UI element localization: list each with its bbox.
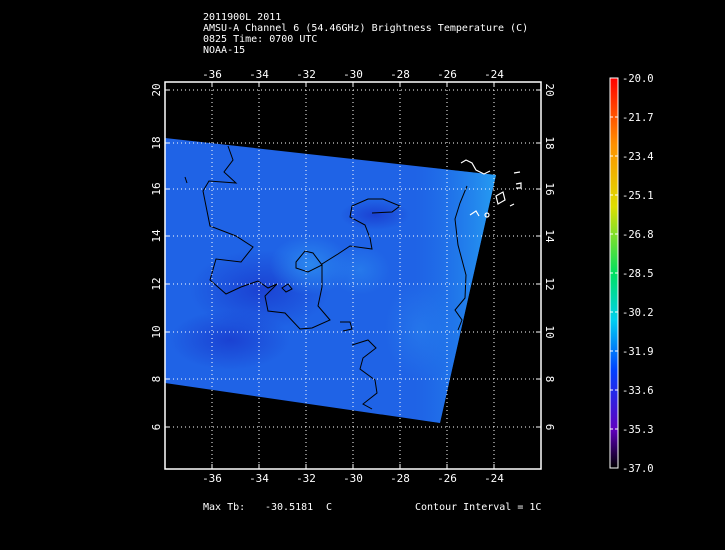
colorbar-label: -21.7	[622, 112, 654, 124]
y-tick-left: 16	[150, 182, 163, 195]
x-tick-top: -32	[296, 68, 316, 81]
x-tick-top: -26	[437, 68, 457, 81]
graticule	[165, 82, 541, 469]
colorbar-label: -20.0	[622, 73, 654, 85]
x-tick-top: -34	[249, 68, 269, 81]
y-tick-left: 18	[150, 136, 163, 149]
x-tick-bottom: -32	[296, 472, 316, 485]
contour-interval: Contour Interval = 1C	[415, 502, 542, 513]
max-tb-unit: C	[326, 502, 333, 513]
colorbar-label: -28.5	[622, 268, 654, 280]
x-tick-bottom: -28	[390, 472, 410, 485]
colorbar-label: -26.8	[622, 229, 654, 241]
y-tick-left: 8	[150, 376, 163, 383]
y-tick-left: 20	[150, 83, 163, 96]
colorbar-label: -25.1	[622, 190, 654, 202]
colorbar-label: -30.2	[622, 307, 654, 319]
y-tick-left: 14	[150, 229, 163, 243]
colorbar-label: -33.6	[622, 385, 654, 397]
y-tick-right: 10	[543, 325, 556, 338]
colorbar-label: -37.0	[622, 463, 654, 475]
colorbar-label: -23.4	[622, 151, 654, 163]
max-tb-value: -30.5181	[265, 502, 314, 513]
title-line-2: AMSU-A Channel 6 (54.46GHz) Brightness T…	[203, 23, 529, 34]
x-tick-top: -36	[202, 68, 222, 81]
colorbar-ticks	[610, 77, 618, 469]
title-line-3: 0825 Time: 0700 UTC	[203, 34, 318, 45]
axis-ticks	[165, 82, 541, 469]
y-tick-right: 6	[543, 424, 556, 431]
max-tb-label: Max Tb:	[203, 502, 246, 513]
x-tick-bottom: -30	[343, 472, 363, 485]
x-tick-bottom: -26	[437, 472, 457, 485]
x-tick-top: -30	[343, 68, 363, 81]
data-swath	[165, 138, 496, 423]
x-tick-bottom: -24	[484, 472, 504, 485]
y-tick-right: 14	[543, 229, 556, 243]
y-tick-left: 10	[150, 325, 163, 338]
edge-contours-white	[460, 159, 522, 218]
colorbar-label: -35.3	[622, 424, 654, 436]
x-tick-top: -28	[390, 68, 410, 81]
y-tick-right: 18	[543, 136, 556, 149]
x-tick-top: -24	[484, 68, 504, 81]
y-tick-left: 12	[150, 277, 163, 290]
y-tick-left: 6	[150, 424, 163, 431]
y-tick-right: 20	[543, 83, 556, 96]
title-line-1: 2011900L 2011	[203, 12, 282, 23]
y-tick-right: 12	[543, 277, 556, 290]
x-tick-bottom: -34	[249, 472, 269, 485]
title-line-4: NOAA-15	[203, 45, 246, 56]
y-tick-right: 8	[543, 376, 556, 383]
colorbar-label: -31.9	[622, 346, 654, 358]
y-tick-right: 16	[543, 182, 556, 195]
x-tick-bottom: -36	[202, 472, 222, 485]
